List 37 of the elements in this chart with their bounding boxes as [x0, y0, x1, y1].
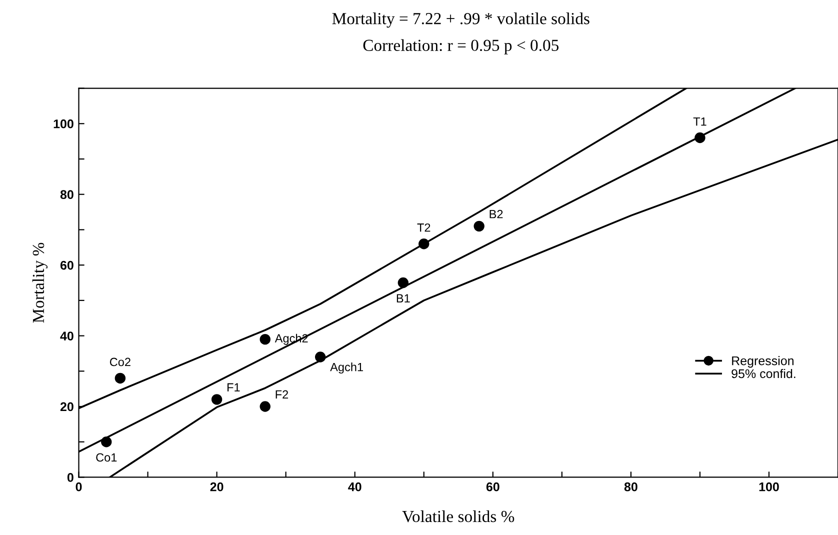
point — [694, 132, 706, 144]
annotation: F1 — [228, 383, 240, 392]
annotation: B1 — [396, 294, 410, 302]
point — [474, 220, 484, 232]
point — [101, 436, 112, 448]
y-tick-label: 100 — [54, 119, 74, 128]
legend-label: Regression — [732, 356, 794, 368]
chart-title: Mortality = 7.22 + .99 * volatile solids — [332, 12, 590, 28]
x-axis-title: Volatile solids % — [402, 510, 514, 522]
x-tick-label: 60 — [486, 482, 500, 492]
point — [114, 372, 126, 384]
x-tick-label: 80 — [624, 482, 638, 492]
point — [398, 277, 409, 288]
annotation: F2 — [276, 390, 288, 398]
x-tick-label: 100 — [759, 482, 779, 492]
x-tick-label: 20 — [210, 482, 224, 492]
annotation: B2 — [490, 210, 503, 218]
annotation: T1 — [693, 117, 706, 126]
annotation: Agch1 — [330, 362, 363, 374]
point — [314, 352, 326, 362]
point — [260, 401, 270, 412]
y-tick-label: 0 — [67, 473, 74, 482]
y-axis-title: Mortality % — [32, 242, 48, 323]
x-tick-label: 40 — [348, 482, 362, 492]
y-tick-label: 80 — [60, 190, 74, 200]
annotation: Co2 — [110, 358, 130, 366]
y-tick-label: 40 — [60, 332, 74, 340]
y-tick-label: 60 — [60, 260, 74, 270]
point — [418, 238, 430, 250]
annotation: T2 — [417, 223, 430, 232]
x-tick-label: 0 — [76, 482, 82, 492]
y-tick-label: 20 — [60, 402, 74, 412]
point — [260, 334, 270, 345]
annotation: Co1 — [96, 453, 117, 462]
point — [211, 394, 222, 405]
chart-subtitle: Correlation: r = 0.95 p < 0.05 — [363, 39, 559, 54]
legend-label: 95% confid. — [732, 368, 796, 378]
